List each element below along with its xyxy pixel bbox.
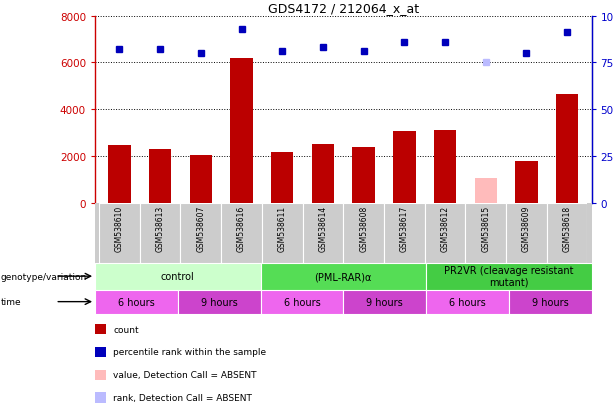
Bar (393, 132, 416, 203)
Bar (506, 203, 547, 263)
Bar (384, 203, 425, 263)
Bar (189, 155, 212, 203)
Bar (547, 203, 587, 263)
Text: GSM538617: GSM538617 (400, 205, 409, 251)
Text: GSM538611: GSM538611 (278, 205, 287, 251)
Text: genotype/variation: genotype/variation (1, 272, 87, 281)
Text: GSM538613: GSM538613 (156, 205, 165, 251)
Bar (426, 290, 509, 314)
Text: control: control (161, 271, 195, 282)
Bar (109, 146, 131, 203)
Bar (465, 203, 506, 263)
Bar (221, 203, 262, 263)
Text: GSM538610: GSM538610 (115, 205, 124, 251)
Bar (303, 203, 343, 263)
Bar (343, 203, 384, 263)
Text: GSM538616: GSM538616 (237, 205, 246, 251)
Bar (343, 290, 426, 314)
Text: percentile rank within the sample: percentile rank within the sample (113, 348, 267, 356)
Text: time: time (1, 297, 21, 306)
Bar (178, 290, 261, 314)
Text: GSM538614: GSM538614 (318, 205, 327, 251)
Text: 9 hours: 9 hours (367, 297, 403, 307)
Bar (556, 95, 578, 203)
Text: GSM538607: GSM538607 (196, 205, 205, 251)
Text: GSM538618: GSM538618 (563, 205, 572, 251)
Bar (352, 147, 375, 203)
Bar (95, 203, 99, 263)
Bar (262, 203, 303, 263)
Text: 9 hours: 9 hours (201, 297, 237, 307)
Text: 6 hours: 6 hours (118, 297, 154, 307)
Bar (180, 203, 221, 263)
Text: count: count (113, 325, 139, 334)
Bar (140, 203, 180, 263)
Text: value, Detection Call = ABSENT: value, Detection Call = ABSENT (113, 370, 257, 379)
Bar (516, 161, 538, 203)
Bar (95, 263, 261, 290)
Title: GDS4172 / 212064_x_at: GDS4172 / 212064_x_at (268, 2, 419, 15)
Text: GSM538612: GSM538612 (441, 205, 449, 251)
Text: GSM538609: GSM538609 (522, 205, 531, 251)
Text: rank, Detection Call = ABSENT: rank, Detection Call = ABSENT (113, 393, 253, 402)
Bar (509, 290, 592, 314)
Text: (PML-RAR)α: (PML-RAR)α (314, 271, 372, 282)
Bar (271, 153, 294, 203)
Bar (425, 203, 465, 263)
Bar (474, 179, 497, 203)
Bar (261, 263, 426, 290)
Bar (95, 290, 178, 314)
Bar (230, 59, 253, 203)
Text: 9 hours: 9 hours (532, 297, 568, 307)
Text: PR2VR (cleavage resistant
mutant): PR2VR (cleavage resistant mutant) (444, 266, 574, 287)
Text: 6 hours: 6 hours (284, 297, 320, 307)
Bar (99, 203, 140, 263)
Text: GSM538608: GSM538608 (359, 205, 368, 251)
Bar (426, 263, 592, 290)
Bar (261, 290, 343, 314)
Bar (587, 203, 592, 263)
Bar (434, 131, 456, 203)
Text: 6 hours: 6 hours (449, 297, 485, 307)
Text: GSM538615: GSM538615 (481, 205, 490, 251)
Bar (149, 150, 171, 203)
Bar (312, 145, 334, 203)
